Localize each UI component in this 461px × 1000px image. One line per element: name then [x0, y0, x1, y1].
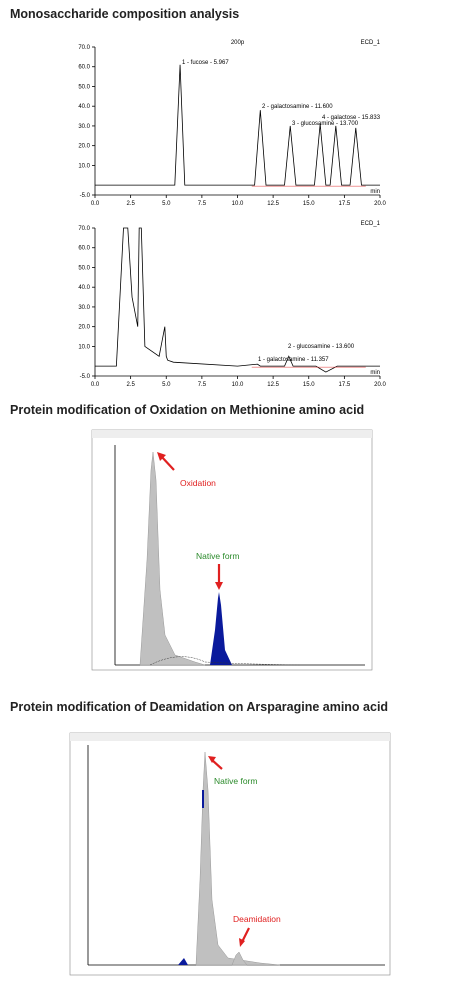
- trace: [95, 227, 380, 373]
- y-tick-label: 70.0: [78, 45, 90, 51]
- channel-label: ECD_1: [361, 40, 381, 46]
- ms-chart: Native form Deamidation: [69, 732, 391, 976]
- chart-title: 200p: [231, 40, 245, 46]
- annotation: Native form: [196, 551, 239, 561]
- y-tick-label: -5.0: [80, 374, 91, 380]
- x-tick-label: 12.5: [267, 382, 279, 388]
- x-tick-label: 7.5: [198, 382, 207, 388]
- section-title: Monosaccharide composition analysis: [10, 7, 239, 21]
- y-tick-label: 40.0: [78, 285, 90, 291]
- x-tick-label: 0.0: [91, 382, 100, 388]
- y-tick-label: 50.0: [78, 265, 90, 271]
- channel-label: ECD_1: [361, 221, 381, 227]
- x-tick-label: 10.0: [232, 382, 244, 388]
- section-title: Protein modification of Oxidation on Met…: [10, 403, 364, 417]
- ms-chart: Oxidation Native form: [91, 429, 373, 671]
- y-tick-label: 30.0: [78, 305, 90, 311]
- y-tick-label: 10.0: [78, 344, 90, 350]
- x-tick-label: 15.0: [303, 382, 315, 388]
- y-tick-label: 50.0: [78, 84, 90, 90]
- x-tick-label: 5.0: [162, 382, 171, 388]
- x-tick-label: 17.5: [339, 382, 351, 388]
- x-tick-label: 20.0: [374, 382, 386, 388]
- x-tick-label: 15.0: [303, 201, 315, 207]
- x-tick-label: 5.0: [162, 201, 171, 207]
- x-tick-label: 12.5: [267, 201, 279, 207]
- x-tick-label: 2.5: [126, 201, 135, 207]
- annotation: Oxidation: [180, 478, 216, 488]
- x-tick-label: 2.5: [126, 382, 135, 388]
- y-tick-label: 60.0: [78, 246, 90, 252]
- section-title: Protein modification of Deamidation on A…: [10, 700, 388, 714]
- trace: [95, 64, 380, 186]
- peak-label: 1 - galactosamine - 11.357: [258, 357, 329, 363]
- y-tick-label: 40.0: [78, 104, 90, 110]
- x-tick-label: 7.5: [198, 201, 207, 207]
- peak-label: 4 - galactose - 15.833: [322, 115, 381, 121]
- x-axis-label: min: [370, 370, 380, 376]
- y-tick-label: 20.0: [78, 144, 90, 150]
- x-tick-label: 20.0: [374, 201, 386, 207]
- peak-label: 3 - glucosamine - 13.700: [292, 121, 359, 127]
- x-tick-label: 17.5: [339, 201, 351, 207]
- peak-label: 1 - fucose - 5.967: [182, 60, 229, 66]
- y-tick-label: 60.0: [78, 65, 90, 71]
- y-tick-label: 70.0: [78, 226, 90, 232]
- y-tick-label: 20.0: [78, 325, 90, 331]
- peak-label: 2 - galactosamine - 11.600: [262, 104, 333, 110]
- peak-label: 2 - glucosamine - 13.600: [288, 344, 355, 350]
- y-tick-label: 30.0: [78, 124, 90, 130]
- annotation: Native form: [214, 776, 257, 786]
- x-axis-label: min: [370, 189, 380, 195]
- x-tick-label: 0.0: [91, 201, 100, 207]
- y-tick-label: 10.0: [78, 163, 90, 169]
- x-tick-label: 10.0: [232, 201, 244, 207]
- y-tick-label: -5.0: [80, 193, 91, 199]
- annotation: Deamidation: [233, 914, 281, 924]
